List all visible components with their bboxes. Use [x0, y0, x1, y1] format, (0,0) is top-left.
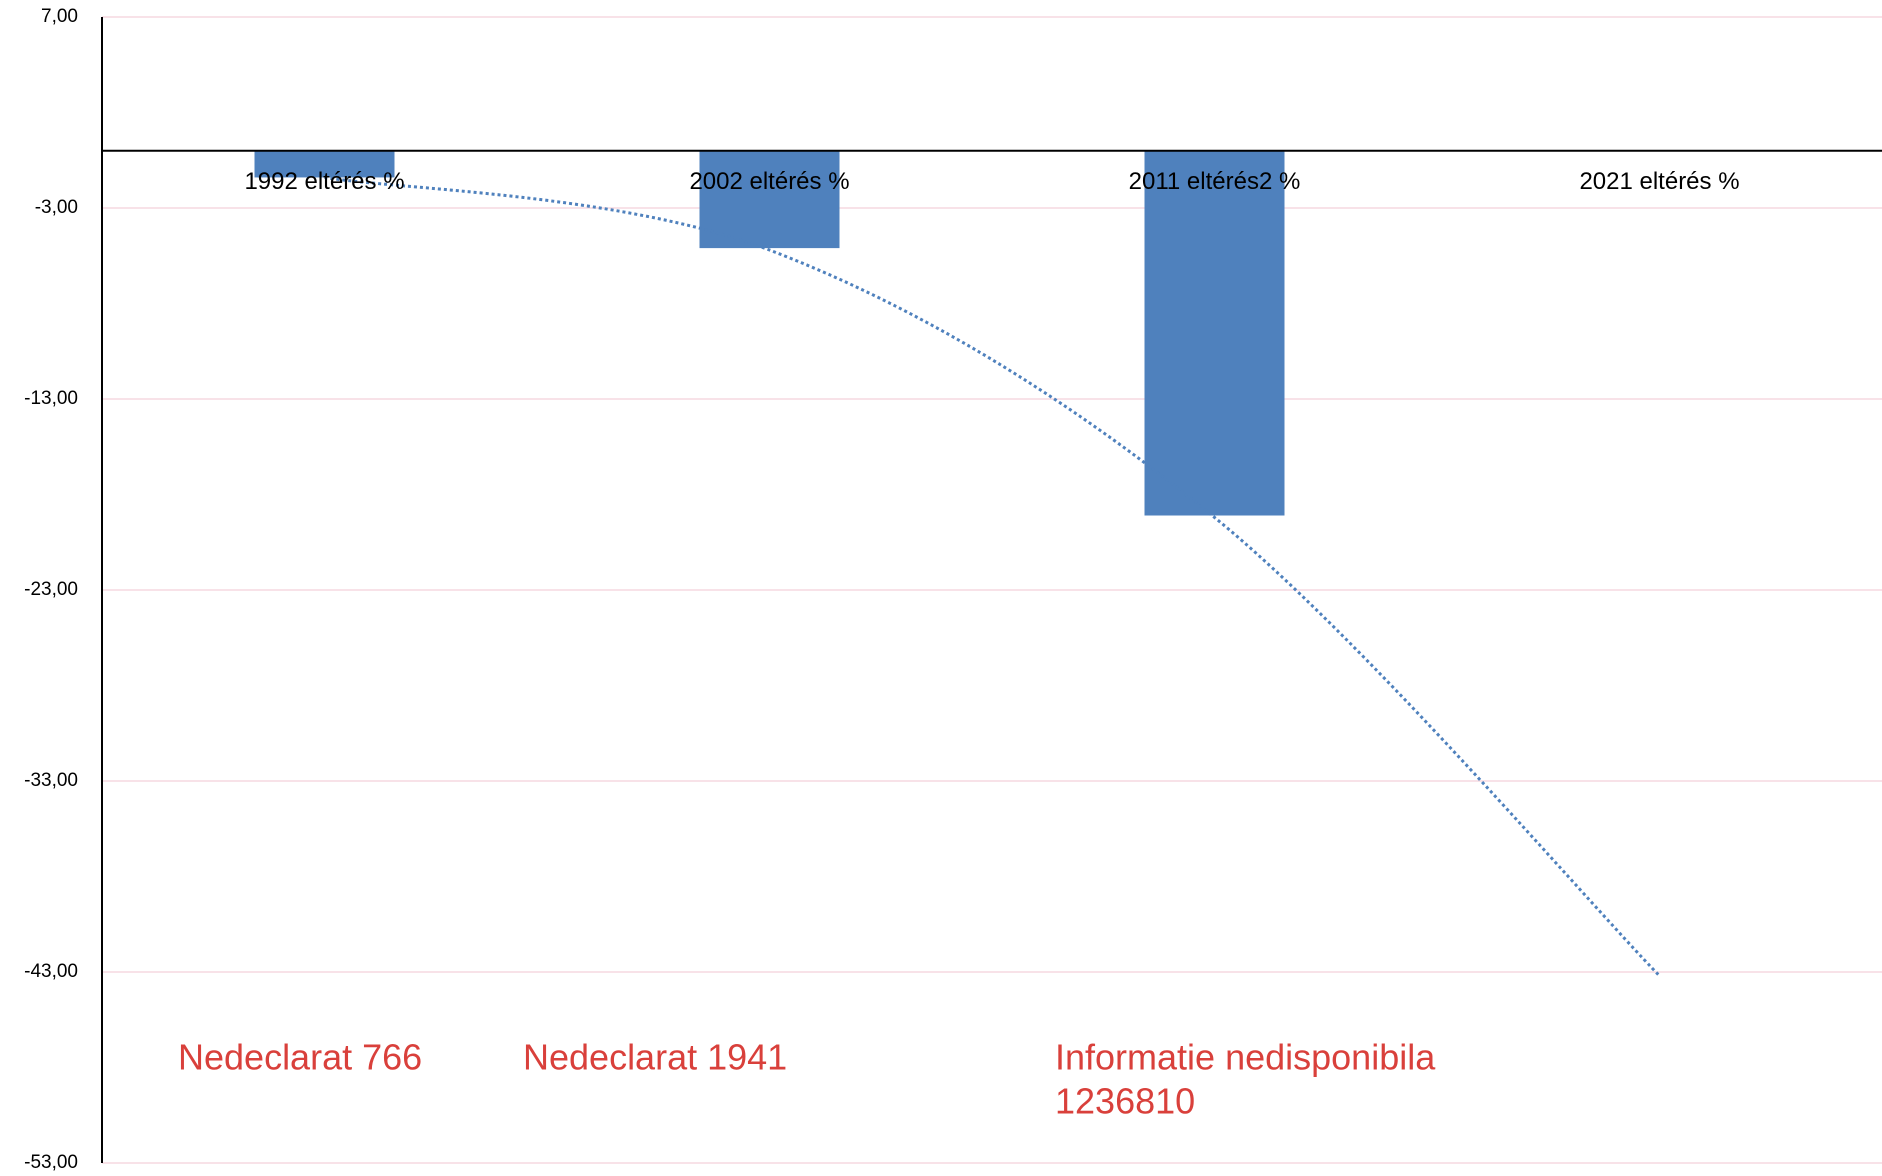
bar	[1144, 150, 1285, 516]
category-label: 2002 eltérés %	[689, 168, 849, 195]
bar	[699, 150, 840, 249]
annotation: Nedeclarat 1941	[523, 1037, 787, 1078]
y-tick-label: -13,00	[24, 388, 78, 409]
y-tick-label: -43,00	[24, 961, 78, 982]
annotation: 1236810	[1055, 1081, 1195, 1122]
bar	[254, 150, 395, 178]
trendline	[324, 175, 1661, 977]
annotation: Nedeclarat 766	[178, 1037, 422, 1078]
y-tick-label: -23,00	[24, 579, 78, 600]
y-tick-label: -3,00	[35, 197, 78, 218]
y-tick-label: 7,00	[41, 6, 78, 27]
y-tick-label: -53,00	[24, 1152, 78, 1173]
category-label: 2021 eltérés %	[1579, 168, 1739, 195]
y-tick-label: -33,00	[24, 770, 78, 791]
category-label: 2011 eltérés2 %	[1129, 168, 1301, 195]
annotation: Informatie nedisponibila	[1055, 1037, 1436, 1078]
category-label: 1992 eltérés %	[244, 168, 404, 195]
